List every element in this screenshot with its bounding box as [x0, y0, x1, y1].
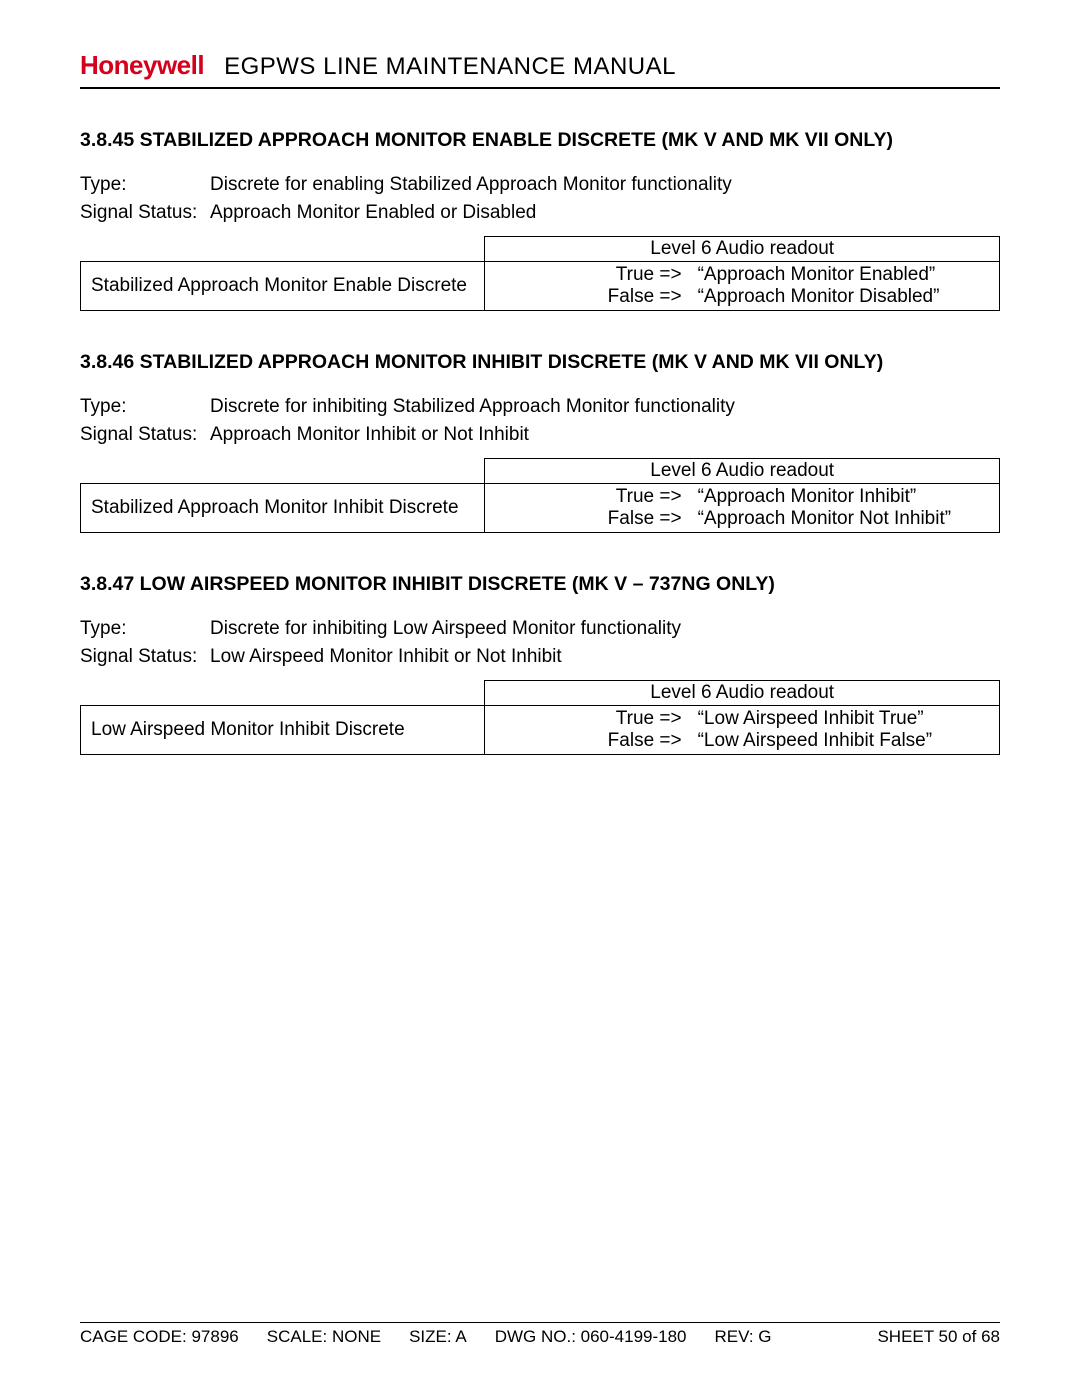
document-title: EGPWS LINE MAINTENANCE MANUAL	[224, 53, 676, 81]
section-3-8-47: 3.8.47 LOW AIRSPEED MONITOR INHIBIT DISC…	[80, 573, 1000, 755]
section-title: STABILIZED APPROACH MONITOR INHIBIT DISC…	[140, 351, 884, 373]
readout-false-label: False =>	[489, 730, 691, 752]
table-row-name: Stabilized Approach Monitor Enable Discr…	[81, 262, 485, 311]
signal-status-row: Signal Status: Low Airspeed Monitor Inhi…	[80, 646, 1000, 668]
table-readout-header: Level 6 Audio readout	[485, 237, 1000, 262]
section-3-8-45: 3.8.45 STABILIZED APPROACH MONITOR ENABL…	[80, 129, 1000, 311]
audio-readout-table: Level 6 Audio readout Stabilized Approac…	[80, 458, 1000, 533]
readout-false-value: “Low Airspeed Inhibit False”	[692, 730, 995, 752]
type-row: Type: Discrete for inhibiting Stabilized…	[80, 396, 1000, 418]
table-row-readout: True => “Approach Monitor Inhibit” False…	[485, 484, 1000, 533]
signal-status-value: Approach Monitor Inhibit or Not Inhibit	[210, 424, 1000, 446]
type-label: Type:	[80, 618, 210, 640]
section-number: 3.8.47	[80, 573, 134, 595]
table-blank-header	[81, 237, 485, 262]
section-heading: 3.8.45 STABILIZED APPROACH MONITOR ENABL…	[80, 129, 1000, 152]
section-number: 3.8.46	[80, 351, 134, 373]
table-readout-header: Level 6 Audio readout	[485, 459, 1000, 484]
table-row-name: Low Airspeed Monitor Inhibit Discrete	[81, 706, 485, 755]
page-header: Honeywell EGPWS LINE MAINTENANCE MANUAL	[80, 50, 1000, 89]
table-row-name: Stabilized Approach Monitor Inhibit Disc…	[81, 484, 485, 533]
readout-true-label: True =>	[489, 486, 691, 508]
footer-sheet: SHEET 50 of 68	[877, 1327, 1000, 1347]
signal-status-value: Low Airspeed Monitor Inhibit or Not Inhi…	[210, 646, 1000, 668]
readout-false-value: “Approach Monitor Disabled”	[692, 286, 995, 308]
section-title: LOW AIRSPEED MONITOR INHIBIT DISCRETE (M…	[140, 573, 775, 595]
type-label: Type:	[80, 396, 210, 418]
section-3-8-46: 3.8.46 STABILIZED APPROACH MONITOR INHIB…	[80, 351, 1000, 533]
audio-readout-table: Level 6 Audio readout Stabilized Approac…	[80, 236, 1000, 311]
readout-false-label: False =>	[489, 508, 691, 530]
type-row: Type: Discrete for inhibiting Low Airspe…	[80, 618, 1000, 640]
signal-status-row: Signal Status: Approach Monitor Enabled …	[80, 202, 1000, 224]
table-blank-header	[81, 681, 485, 706]
readout-true-label: True =>	[489, 708, 691, 730]
type-value: Discrete for inhibiting Stabilized Appro…	[210, 396, 1000, 418]
footer-rev: REV: G	[715, 1327, 772, 1347]
footer-size: SIZE: A	[409, 1327, 467, 1347]
signal-status-label: Signal Status:	[80, 424, 210, 446]
signal-status-row: Signal Status: Approach Monitor Inhibit …	[80, 424, 1000, 446]
table-blank-header	[81, 459, 485, 484]
footer-scale: SCALE: NONE	[267, 1327, 381, 1347]
audio-readout-table: Level 6 Audio readout Low Airspeed Monit…	[80, 680, 1000, 755]
readout-true-value: “Low Airspeed Inhibit True”	[692, 708, 995, 730]
footer-cage-code: CAGE CODE: 97896	[80, 1327, 239, 1347]
type-row: Type: Discrete for enabling Stabilized A…	[80, 174, 1000, 196]
honeywell-logo: Honeywell	[80, 50, 204, 81]
page-footer: CAGE CODE: 97896 SCALE: NONE SIZE: A DWG…	[80, 1322, 1000, 1347]
footer-dwg-no: DWG NO.: 060-4199-180	[495, 1327, 687, 1347]
section-heading: 3.8.46 STABILIZED APPROACH MONITOR INHIB…	[80, 351, 1000, 374]
table-row-readout: True => “Approach Monitor Enabled” False…	[485, 262, 1000, 311]
signal-status-value: Approach Monitor Enabled or Disabled	[210, 202, 1000, 224]
readout-true-value: “Approach Monitor Inhibit”	[692, 486, 995, 508]
section-heading: 3.8.47 LOW AIRSPEED MONITOR INHIBIT DISC…	[80, 573, 1000, 596]
section-number: 3.8.45	[80, 129, 134, 151]
type-label: Type:	[80, 174, 210, 196]
readout-false-label: False =>	[489, 286, 691, 308]
readout-true-label: True =>	[489, 264, 691, 286]
readout-false-value: “Approach Monitor Not Inhibit”	[692, 508, 995, 530]
section-title: STABILIZED APPROACH MONITOR ENABLE DISCR…	[140, 129, 893, 151]
table-row-readout: True => “Low Airspeed Inhibit True” Fals…	[485, 706, 1000, 755]
readout-true-value: “Approach Monitor Enabled”	[692, 264, 995, 286]
table-readout-header: Level 6 Audio readout	[485, 681, 1000, 706]
signal-status-label: Signal Status:	[80, 202, 210, 224]
signal-status-label: Signal Status:	[80, 646, 210, 668]
type-value: Discrete for inhibiting Low Airspeed Mon…	[210, 618, 1000, 640]
type-value: Discrete for enabling Stabilized Approac…	[210, 174, 1000, 196]
